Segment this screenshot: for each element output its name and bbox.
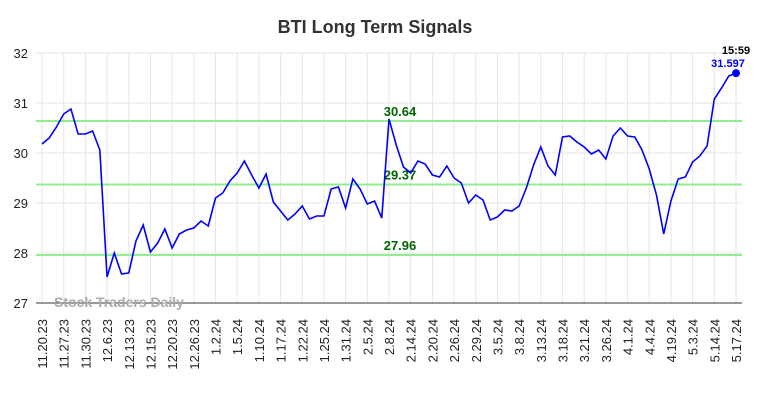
x-tick-label: 3.13.24 [534, 319, 549, 362]
x-tick-label: 2.14.24 [404, 319, 419, 362]
x-tick-label: 2.29.24 [469, 319, 484, 362]
last-point [732, 69, 740, 78]
x-tick-label: 5.17.24 [729, 319, 744, 362]
chart-title: BTI Long Term Signals [278, 17, 473, 37]
y-tick-label: 28 [14, 246, 28, 261]
price-line [41, 72, 737, 278]
y-tick-label: 27 [14, 296, 28, 311]
last-value: 31.597 [711, 58, 745, 70]
x-tick-label: 12.13.23 [122, 319, 137, 370]
x-tick-label: 2.20.24 [425, 319, 440, 362]
x-tick-label: 12.20.23 [165, 319, 180, 370]
signal-label: 30.64 [384, 104, 417, 119]
x-tick-label: 11.30.23 [78, 319, 93, 369]
y-tick-label: 32 [14, 46, 28, 61]
y-tick-label: 30 [14, 146, 28, 161]
x-tick-label: 1.25.24 [317, 319, 332, 362]
watermark: Stock Traders Daily [54, 294, 184, 310]
x-tick-label: 2.26.24 [447, 319, 462, 362]
x-tick-label: 4.4.24 [642, 319, 657, 355]
y-tick-label: 31 [14, 96, 28, 111]
x-tick-label: 12.26.23 [187, 319, 202, 370]
x-tick-label: 3.5.24 [490, 319, 505, 355]
x-tick-label: 12.6.23 [100, 319, 115, 362]
last-time: 15:59 [722, 45, 750, 57]
x-tick-label: 1.31.24 [339, 319, 354, 362]
x-tick-label: 3.26.24 [599, 319, 614, 362]
x-tick-label: 4.19.24 [664, 319, 679, 362]
x-tick-label: 3.18.24 [556, 319, 571, 362]
x-tick-label: 2.5.24 [360, 319, 375, 355]
x-tick-label: 1.17.24 [274, 319, 289, 362]
x-tick-label: 1.10.24 [252, 319, 267, 362]
x-tick-label: 11.20.23 [35, 319, 50, 369]
signal-label: 27.96 [384, 238, 417, 253]
x-tick-label: 1.22.24 [295, 319, 310, 362]
x-tick-label: 5.14.24 [707, 319, 722, 362]
x-tick-label: 11.27.23 [57, 319, 72, 369]
x-tick-label: 5.3.24 [686, 319, 701, 355]
signal-label: 29.37 [384, 168, 417, 183]
x-tick-label: 1.5.24 [230, 319, 245, 355]
x-tick-label: 4.1.24 [621, 319, 636, 355]
x-tick-label: 2.8.24 [382, 319, 397, 355]
x-tick-label: 3.21.24 [577, 319, 592, 362]
y-tick-label: 29 [14, 196, 28, 211]
x-tick-label: 1.2.24 [209, 319, 224, 355]
x-tick-label: 3.8.24 [512, 319, 527, 355]
x-tick-label: 12.15.23 [143, 319, 158, 370]
